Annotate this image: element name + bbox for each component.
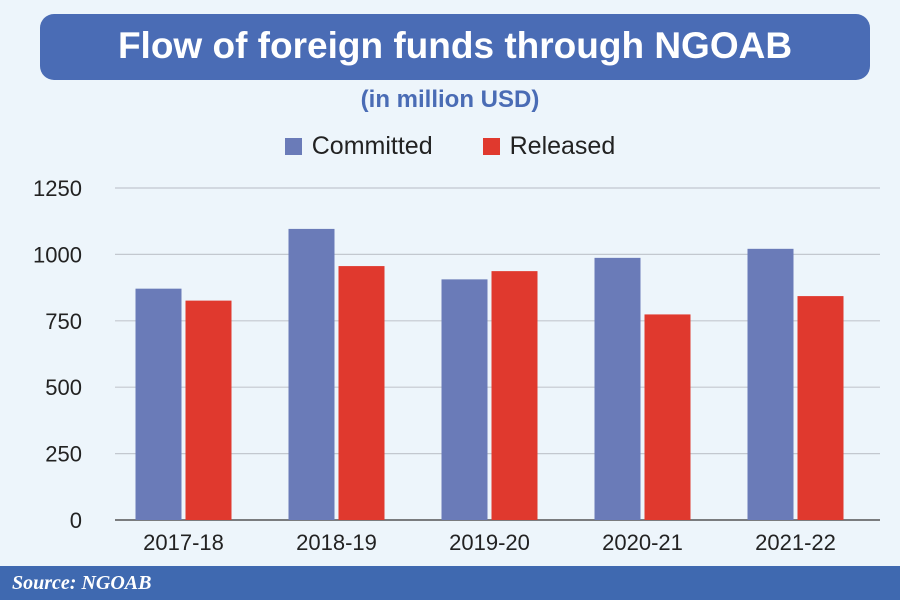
y-tick-label: 500 (45, 375, 82, 400)
bar-committed (288, 228, 335, 520)
bar-committed (135, 288, 182, 520)
source-text: Source: NGOAB (12, 572, 152, 594)
bar-committed (441, 279, 488, 520)
x-tick-label: 2021-22 (755, 530, 836, 555)
x-tick-label: 2019-20 (449, 530, 530, 555)
chart-title: Flow of foreign funds through NGOAB (40, 14, 870, 80)
legend-item-released: Released (482, 132, 616, 161)
bar-released (797, 296, 844, 520)
y-tick-label: 1250 (33, 176, 82, 201)
bar-released (644, 314, 691, 520)
bar-committed (747, 248, 794, 521)
bar-released (185, 300, 232, 520)
footer: Source: NGOAB (0, 566, 900, 600)
bar-released (338, 266, 385, 520)
x-tick-label: 2017-18 (143, 530, 224, 555)
legend-swatch-released (482, 138, 500, 155)
chart-subtitle: (in million USD) (360, 86, 540, 113)
bar-released (491, 271, 538, 520)
legend-swatch-committed (284, 138, 302, 155)
legend-label: Released (509, 132, 616, 160)
y-tick-label: 250 (45, 442, 82, 467)
y-tick-label: 0 (70, 508, 82, 533)
legend: Committed Released (0, 132, 900, 161)
y-tick-label: 1000 (33, 242, 82, 267)
legend-label: Committed (311, 132, 433, 160)
bar-committed (594, 257, 641, 520)
legend-item-committed: Committed (284, 132, 433, 161)
x-tick-label: 2020-21 (602, 530, 683, 555)
x-tick-label: 2018-19 (296, 530, 377, 555)
y-tick-label: 750 (45, 309, 82, 334)
